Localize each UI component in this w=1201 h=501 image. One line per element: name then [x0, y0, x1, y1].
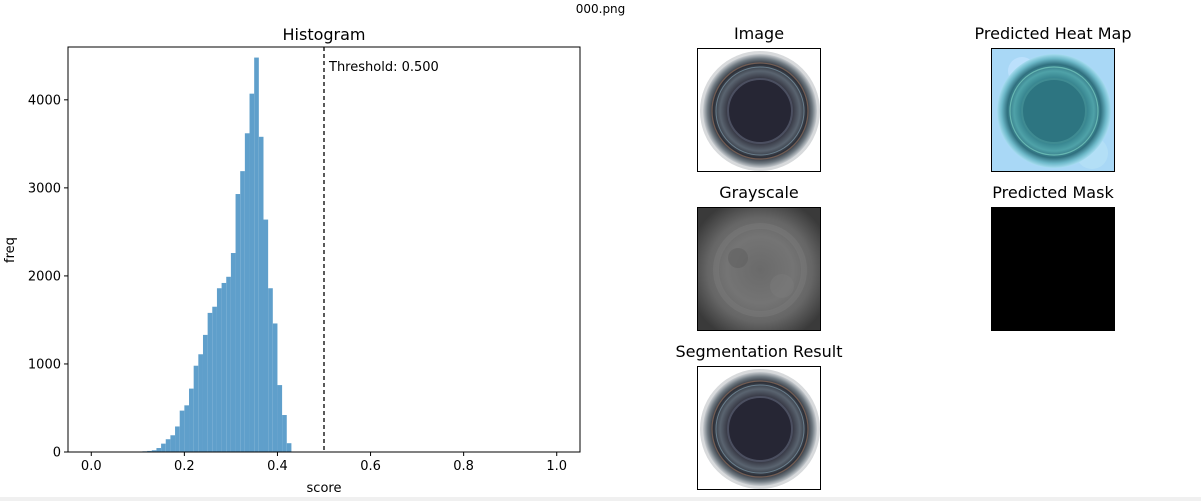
histogram-bar: [151, 450, 157, 452]
histogram-bar: [221, 282, 227, 452]
image-panel-title: Image: [733, 24, 785, 43]
y-tick-label: 4000: [28, 93, 61, 108]
segmentation-result: [697, 366, 821, 490]
histogram-bar: [263, 219, 269, 452]
histogram-bar: [282, 415, 287, 452]
x-tick-label: 0.6: [360, 459, 381, 474]
segmentation-panel-title: Segmentation Result: [675, 342, 843, 361]
x-tick-label: 0.4: [267, 459, 288, 474]
histogram-bar: [170, 435, 176, 452]
histogram-chart: Histogram Threshold: 0.500 0.0 0.2 0.4 0.6 0…: [3, 25, 581, 496]
heatmap-panel-title: Predicted Heat Map: [974, 24, 1132, 43]
histogram-bar: [184, 405, 190, 452]
histogram-axes: 0.0 0.2 0.4 0.6 0.8 1.0 0 1000 2000 3000 4000: [28, 46, 581, 474]
histogram-bar: [249, 93, 255, 452]
y-tick-label: 0: [53, 446, 61, 461]
grayscale-image-icon: [698, 208, 820, 330]
histogram-bar: [179, 410, 185, 452]
bottle-image-icon: [698, 49, 820, 171]
histogram-bar: [147, 450, 152, 452]
histogram-bar: [286, 443, 292, 452]
histogram-bar: [226, 276, 231, 452]
histogram-bars: [137, 57, 292, 453]
histogram-bar: [240, 171, 245, 452]
histogram-title: Histogram: [283, 25, 366, 44]
x-tick-label: 0.2: [174, 459, 195, 474]
window-bottom-edge: [0, 497, 1201, 501]
figure-supertitle: 000.png: [575, 2, 626, 16]
histogram-panel: Histogram Threshold: 0.500 0.0 0.2 0.4 0.6 0…: [0, 0, 600, 501]
histogram-bar: [193, 365, 199, 452]
histogram-bar: [216, 288, 222, 452]
histogram-bar: [272, 323, 278, 452]
histogram-bar: [198, 354, 203, 452]
histogram-bar: [258, 136, 264, 453]
histogram-bar: [207, 312, 213, 452]
y-tick-label: 1000: [28, 357, 61, 372]
histogram-bar: [161, 443, 166, 452]
x-tick-label: 1.0: [546, 459, 567, 474]
grayscale-panel-title: Grayscale: [719, 183, 799, 202]
histogram-bar: [244, 133, 250, 452]
histogram-bar: [230, 253, 236, 452]
histogram-bar: [277, 385, 283, 452]
histogram-bar: [268, 288, 273, 452]
histogram-bar: [189, 388, 194, 452]
plot-frame: [67, 46, 581, 453]
histogram-bar: [156, 448, 162, 452]
y-tick-label: 3000: [28, 181, 61, 196]
x-tick-label: 0.8: [453, 459, 474, 474]
histogram-bar: [165, 439, 171, 452]
predicted-mask: [991, 207, 1115, 331]
segmentation-image-icon: [698, 367, 820, 489]
input-image: [697, 48, 821, 172]
heatmap-image-icon: [992, 49, 1114, 171]
histogram-bar: [212, 306, 217, 452]
y-tick-label: 2000: [28, 269, 61, 284]
grayscale-image: [697, 207, 821, 331]
mask-panel-title: Predicted Mask: [992, 183, 1114, 202]
histogram-bar: [202, 334, 208, 452]
predicted-heatmap: [991, 48, 1115, 172]
histogram-bar: [235, 194, 241, 452]
histogram-bar: [254, 57, 259, 452]
threshold-label: Threshold: 0.500: [328, 60, 439, 75]
x-tick-label: 0.0: [81, 459, 102, 474]
histogram-bar: [175, 426, 180, 452]
y-axis-label: freq: [3, 237, 18, 263]
x-axis-label: score: [307, 481, 342, 496]
